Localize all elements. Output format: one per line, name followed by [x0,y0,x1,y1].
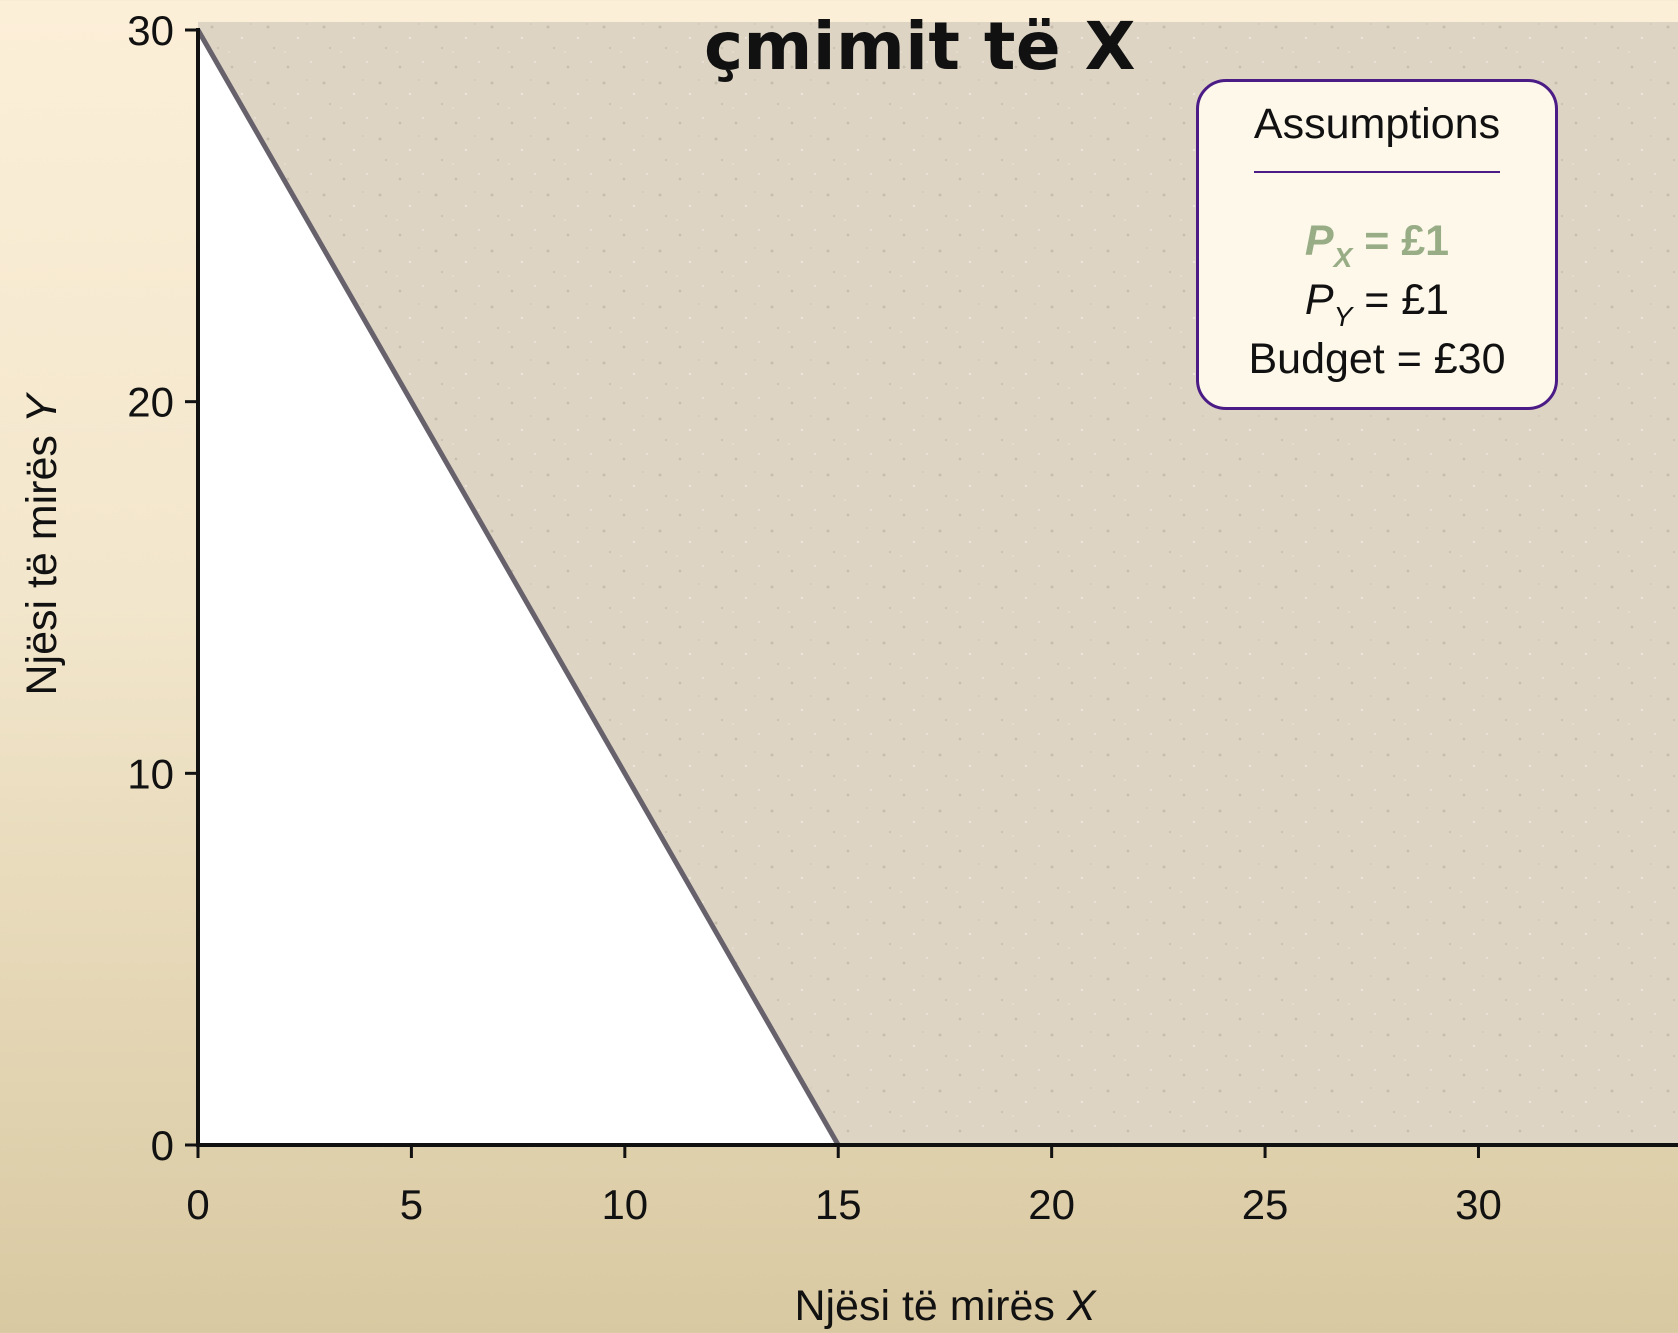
y-axis-label-variable: Y [18,391,66,423]
assumptions-box: Assumptions PX = £1 PY = £1 Budget = £30 [1196,79,1558,410]
x-tick-label: 5 [400,1181,423,1228]
price-y-subscript: Y [1333,301,1353,332]
x-axis-label: Njësi të mirës X [794,1282,1097,1330]
y-axis-label: Njësi të mirës Y [18,391,66,695]
y-tick-label: 30 [127,7,174,54]
y-tick-label: 0 [151,1122,174,1169]
price-y-symbol: P [1304,276,1334,324]
y-tick-label: 10 [127,750,174,797]
y-tick-label: 20 [127,379,174,426]
x-axis-label-variable: X [1066,1282,1098,1330]
slide-title: çmimit të X [703,8,1137,85]
budget-line-text: Budget = £30 [1248,335,1506,383]
x-axis-label-text: Njësi të mirës [794,1282,1066,1330]
x-tick-label: 20 [1028,1181,1075,1228]
price-x-subscript: X [1333,242,1353,273]
budget-line [195,28,841,1147]
price-x-symbol: P [1304,217,1334,265]
assumptions-divider [1254,171,1500,173]
assumptions-heading: Assumptions [1253,100,1501,148]
x-axis-ticks: 0 5 10 15 20 25 30 [186,1145,1502,1228]
x-tick-label: 15 [815,1181,862,1228]
x-tick-label: 0 [186,1181,209,1228]
x-tick-label: 30 [1455,1181,1502,1228]
y-axis-label-text: Njësi të mirës [18,423,66,695]
price-x-value: = £1 [1352,217,1450,265]
price-y-line: PY = £1 [1199,276,1555,332]
x-tick-label: 10 [601,1181,648,1228]
x-tick-label: 25 [1242,1181,1289,1228]
price-x-line: PX = £1 [1199,217,1555,273]
y-axis-ticks: 0 10 20 30 [127,7,198,1169]
price-y-value: = £1 [1352,276,1450,324]
